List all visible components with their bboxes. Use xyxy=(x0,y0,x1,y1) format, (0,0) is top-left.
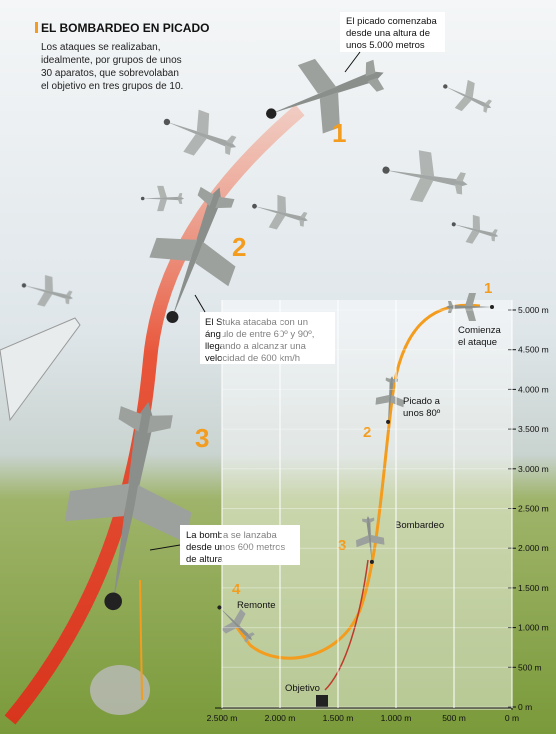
step-number: 2 xyxy=(363,424,371,441)
step-number: 4 xyxy=(232,581,241,598)
step-number: 1 xyxy=(484,280,492,297)
step-label: Bombardeo xyxy=(395,520,444,531)
step-label: el ataque xyxy=(458,337,497,348)
altitude-label: 4.500 m xyxy=(518,345,549,355)
altitude-label: 0 m xyxy=(518,702,532,712)
callout-line: El picado comenzaba xyxy=(346,16,438,27)
step-label: unos 80º xyxy=(403,408,441,419)
step-label: Remonte xyxy=(237,600,276,611)
step-label: Comienza xyxy=(458,325,501,336)
altitude-label: 2.500 m xyxy=(518,504,549,514)
profile-panel xyxy=(222,300,512,710)
callout-line: unos 5.000 metros xyxy=(346,40,425,51)
intro-line: Los ataques se realizaban, xyxy=(41,42,161,53)
altitude-label: 1.000 m xyxy=(518,623,549,633)
distance-label: 2.000 m xyxy=(265,713,296,723)
step-label: Picado a xyxy=(403,396,441,407)
altitude-label: 1.500 m xyxy=(518,583,549,593)
intro-line: idealmente, por grupos de unos xyxy=(41,55,182,66)
phase-number: 1 xyxy=(332,118,346,148)
dive-profile: 1 Comienza el ataque 2 Picado a unos 80º… xyxy=(207,280,549,723)
altitude-label: 5.000 m xyxy=(518,305,549,315)
target-label: Objetivo xyxy=(285,683,320,694)
distance-label: 2.500 m xyxy=(207,713,238,723)
distance-label: 0 m xyxy=(505,713,519,723)
distance-label: 1.000 m xyxy=(381,713,412,723)
altitude-label: 4.000 m xyxy=(518,384,549,394)
distance-label: 1.500 m xyxy=(323,713,354,723)
infographic: EL BOMBARDEO EN PICADO Los ataques se re… xyxy=(0,0,556,734)
title: EL BOMBARDEO EN PICADO xyxy=(41,21,209,35)
phase-number: 3 xyxy=(195,423,209,453)
intro-line: el objetivo en tres grupos de 10. xyxy=(41,81,183,92)
altitude-label: 500 m xyxy=(518,662,542,672)
callout-line: de altura xyxy=(186,554,224,565)
step-number: 3 xyxy=(338,537,346,554)
phase-number: 2 xyxy=(232,232,246,262)
callout-line: desde una altura de xyxy=(346,28,430,39)
title-marker xyxy=(35,22,38,33)
target xyxy=(316,695,328,707)
altitude-label: 3.500 m xyxy=(518,424,549,434)
distance-label: 500 m xyxy=(442,713,466,723)
altitude-label: 3.000 m xyxy=(518,464,549,474)
intro-line: 30 aparatos, que sobrevolaban xyxy=(41,68,179,79)
altitude-label: 2.000 m xyxy=(518,543,549,553)
